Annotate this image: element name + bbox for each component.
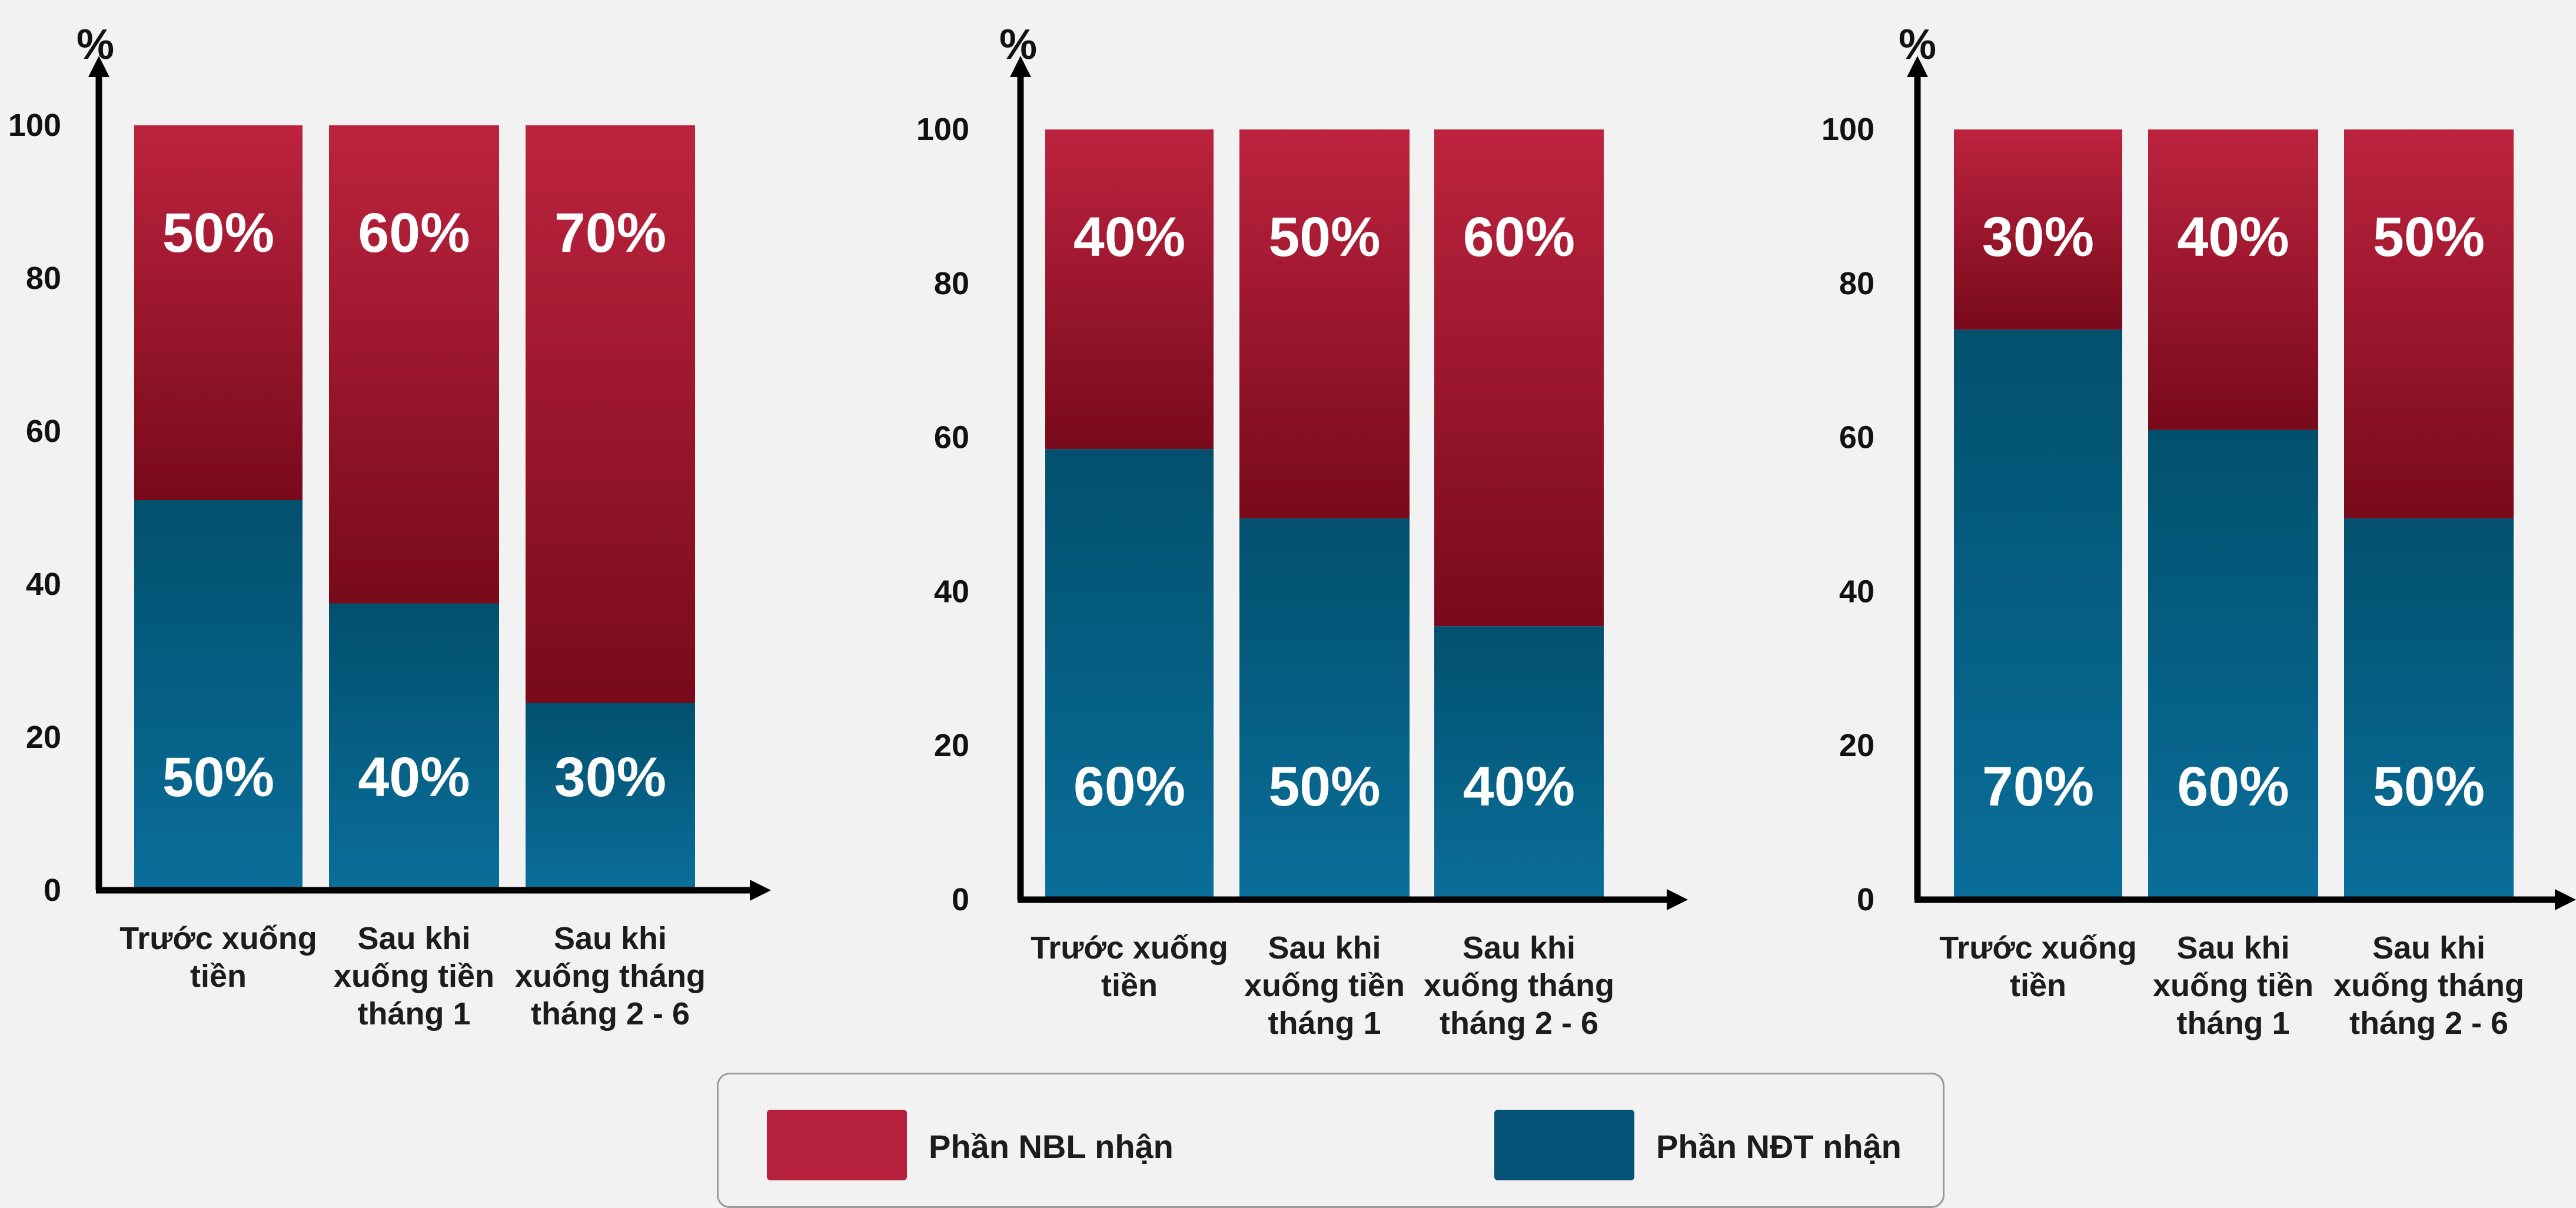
chart2-y-tick-60: 60 bbox=[934, 420, 969, 455]
chart1-y-tick-60: 60 bbox=[26, 414, 61, 449]
chart1-category-label-1: Trước xuống tiền bbox=[119, 921, 317, 994]
chart2-bar-nbl-3 bbox=[1434, 129, 1604, 627]
chart3-label-ndt-1: 70% bbox=[1982, 756, 2094, 818]
chart3-y-tick-40: 40 bbox=[1839, 574, 1874, 609]
chart3-label-ndt-3: 50% bbox=[2373, 756, 2485, 818]
chart3-bar-nbl-1 bbox=[1954, 129, 2122, 330]
chart2-category-label-1: Trước xuống tiền bbox=[1031, 930, 1228, 1003]
chart1-y-unit-label: % bbox=[77, 21, 114, 68]
chart1-label-nbl-2: 60% bbox=[358, 202, 470, 264]
chart3-bar-nbl-3 bbox=[2344, 129, 2514, 519]
chart3-bar-ndt-1 bbox=[1954, 330, 2122, 900]
chart3-y-tick-100: 100 bbox=[1822, 112, 1874, 147]
chart2-y-tick-80: 80 bbox=[934, 266, 969, 301]
chart3-y-axis-arrow bbox=[1907, 56, 1928, 77]
chart1-bar-ndt-2 bbox=[329, 603, 499, 890]
chart2-label-ndt-2: 50% bbox=[1268, 756, 1380, 818]
chart2-bar-ndt-3 bbox=[1434, 626, 1604, 900]
chart1-x-axis-arrow bbox=[750, 880, 771, 901]
charts-svg: 50% 50% Trước xuống tiền 60% 40% Sau khi xuống … bbox=[8, 21, 2576, 1041]
chart1-category-label-2: Sau khi xuống tiền tháng 1 bbox=[334, 921, 494, 1031]
chart1-y-tick-100: 100 bbox=[8, 108, 61, 143]
chart3-bar-nbl-2 bbox=[2148, 129, 2318, 430]
chart3-y-tick-20: 20 bbox=[1839, 728, 1874, 763]
chart2-y-axis-arrow bbox=[1010, 56, 1031, 77]
chart2-y-tick-40: 40 bbox=[934, 574, 969, 609]
chart1-label-nbl-3: 70% bbox=[554, 202, 666, 264]
chart3-y-tick-0: 0 bbox=[1857, 882, 1874, 917]
chart2-category-label-3: Sau khi xuống tháng tháng 2 - 6 bbox=[1424, 930, 1614, 1041]
chart3-label-ndt-2: 60% bbox=[2177, 756, 2289, 818]
chart2-label-nbl-3: 60% bbox=[1463, 206, 1575, 268]
chart2-x-axis-arrow bbox=[1667, 889, 1688, 910]
chart1-category-label-3: Sau khi xuống tháng tháng 2 - 6 bbox=[515, 921, 706, 1031]
chart2-y-tick-100: 100 bbox=[916, 112, 969, 147]
chart2-label-nbl-1: 40% bbox=[1073, 206, 1185, 268]
chart2-y-unit-label: % bbox=[999, 21, 1037, 68]
chart1-label-ndt-3: 30% bbox=[554, 746, 666, 808]
chart1-y-tick-80: 80 bbox=[26, 261, 61, 296]
chart1-bar-ndt-3 bbox=[526, 703, 695, 890]
chart3-category-label-2: Sau khi xuống tiền tháng 1 bbox=[2153, 930, 2314, 1041]
legend: Phần NBL nhận Phần NĐT nhận bbox=[717, 1073, 1945, 1208]
chart1-bar-nbl-3 bbox=[526, 125, 695, 703]
chart2-category-label-2: Sau khi xuống tiền tháng 1 bbox=[1244, 930, 1405, 1041]
chart3-category-label-3: Sau khi xuống tháng tháng 2 - 6 bbox=[2334, 930, 2524, 1041]
chart3-bar-ndt-2 bbox=[2148, 430, 2318, 900]
chart1-label-ndt-2: 40% bbox=[358, 746, 470, 808]
chart1-bar-nbl-2 bbox=[329, 125, 499, 604]
chart2-label-nbl-2: 50% bbox=[1268, 206, 1380, 268]
chart2-label-ndt-3: 40% bbox=[1463, 756, 1575, 818]
chart3-label-nbl-1: 30% bbox=[1982, 206, 2094, 268]
chart2-y-tick-20: 20 bbox=[934, 728, 969, 763]
chart1-y-axis-arrow bbox=[88, 56, 109, 77]
chart3-y-unit-label: % bbox=[1899, 21, 1936, 68]
chart2-bar-ndt-2 bbox=[1239, 518, 1410, 900]
legend-swatch-ndt bbox=[1494, 1110, 1634, 1180]
chart1-y-tick-0: 0 bbox=[44, 873, 61, 908]
chart3-label-nbl-3: 50% bbox=[2373, 206, 2485, 268]
chart2-bar-ndt-1 bbox=[1045, 449, 1214, 900]
chart2-bar-nbl-1 bbox=[1045, 129, 1214, 450]
legend-swatch-nbl bbox=[767, 1110, 907, 1180]
chart3-category-label-1: Trước xuống tiền bbox=[1939, 930, 2137, 1003]
chart2-label-ndt-1: 60% bbox=[1073, 756, 1185, 818]
legend-label-nbl: Phần NBL nhận bbox=[929, 1128, 1174, 1165]
chart3-bar-ndt-3 bbox=[2344, 518, 2514, 900]
chart2-bar-nbl-2 bbox=[1239, 129, 1410, 519]
chart1-label-nbl-1: 50% bbox=[162, 202, 274, 264]
chart1-label-ndt-1: 50% bbox=[162, 746, 274, 808]
chart-canvas: 50% 50% Trước xuống tiền 60% 40% Sau khi xuống … bbox=[8, 21, 2576, 1208]
chart3-y-tick-80: 80 bbox=[1839, 266, 1874, 301]
chart2-y-tick-0: 0 bbox=[952, 882, 969, 917]
legend-label-ndt: Phần NĐT nhận bbox=[1656, 1128, 1902, 1165]
chart1-bar-ndt-1 bbox=[134, 500, 303, 890]
chart1-bar-nbl-1 bbox=[134, 125, 303, 500]
chart1-y-tick-20: 20 bbox=[26, 720, 61, 755]
chart3-y-tick-60: 60 bbox=[1839, 420, 1874, 455]
chart3-label-nbl-2: 40% bbox=[2177, 206, 2289, 268]
chart1-y-tick-40: 40 bbox=[26, 567, 61, 602]
chart3-x-axis-arrow bbox=[2555, 889, 2576, 910]
